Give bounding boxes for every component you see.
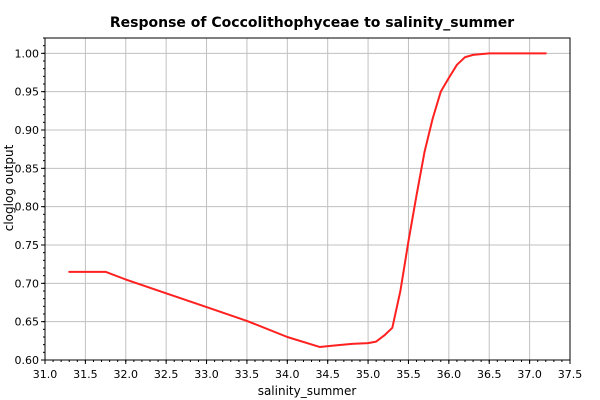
x-tick-label: 34.5 — [315, 368, 340, 381]
x-tick-label: 36.5 — [477, 368, 502, 381]
x-tick-label: 37.5 — [558, 368, 583, 381]
y-tick-label: 0.90 — [15, 124, 40, 137]
x-tick-label: 37.0 — [517, 368, 542, 381]
x-tick-label: 36.0 — [437, 368, 462, 381]
x-tick-label: 31.0 — [33, 368, 58, 381]
plot-frame — [44, 37, 571, 361]
x-tick-label: 34.0 — [275, 368, 300, 381]
x-tick-label: 35.0 — [356, 368, 381, 381]
x-tick-label: 35.5 — [396, 368, 421, 381]
x-tick-label: 33.0 — [194, 368, 219, 381]
response-curve — [68, 52, 547, 348]
y-tick-label: 0.70 — [15, 277, 40, 290]
axis-ticks — [41, 37, 571, 364]
series-layer — [68, 52, 547, 348]
x-tick-labels: 31.0 31.5 32.0 32.5 33.0 33.5 34.0 34.5 35.0 35.5… — [33, 368, 583, 381]
grid-lines — [44, 38, 571, 361]
x-tick-label: 32.0 — [114, 368, 139, 381]
x-axis-label: salinity_summer — [258, 384, 357, 398]
y-tick-label: 0.75 — [15, 239, 40, 252]
x-tick-label: 31.5 — [73, 368, 98, 381]
y-tick-label: 0.80 — [15, 201, 40, 214]
chart-title: Response of Coccolithophyceae to salinit… — [110, 15, 514, 31]
y-tick-label: 0.60 — [15, 354, 40, 367]
x-tick-label: 33.5 — [235, 368, 260, 381]
x-tick-label: 32.5 — [154, 368, 179, 381]
y-axis-label: cloglog output — [2, 144, 16, 231]
y-tick-label: 1.00 — [15, 47, 40, 60]
y-tick-label: 0.65 — [15, 316, 40, 329]
y-tick-labels: 0.60 0.65 0.70 0.75 0.80 0.85 0.90 0.95 1.00 — [15, 47, 40, 367]
y-tick-label: 0.85 — [15, 162, 40, 175]
y-tick-label: 0.95 — [15, 86, 40, 99]
